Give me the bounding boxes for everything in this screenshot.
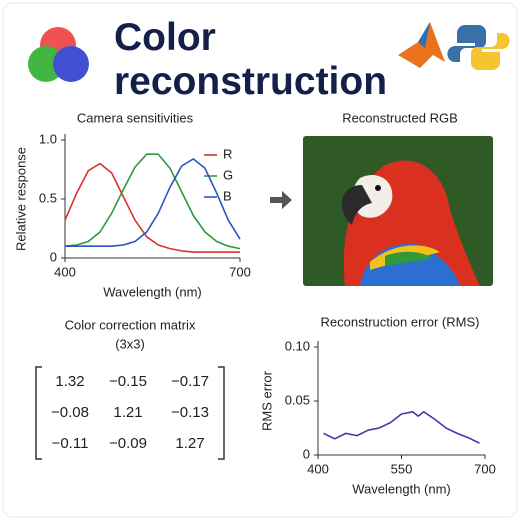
y-tick-label: 0: [50, 249, 57, 264]
x-axis-label: Wavelength (nm): [103, 284, 202, 299]
matrix-title: (3x3): [115, 336, 145, 351]
parrot-beak: [341, 185, 372, 225]
image-title: Reconstructed RGB: [342, 110, 458, 125]
python-logo: [447, 24, 510, 71]
x-axis-label: Wavelength (nm): [352, 481, 451, 496]
matrix-brackets: [35, 366, 225, 460]
y-tick-label: 0: [303, 446, 310, 461]
chart-title: Camera sensitivities: [77, 110, 194, 125]
y-tick-label: 0.05: [285, 392, 310, 407]
matrix-cell: −0.08: [51, 404, 89, 421]
y-tick-label: 0.5: [39, 190, 57, 205]
page-title: Color reconstruction: [114, 16, 388, 103]
x-tick-label: 550: [391, 461, 413, 476]
matrix-cell: −0.15: [109, 373, 147, 390]
y-axis-label: Relative response: [13, 147, 28, 251]
blue-circle: [53, 46, 89, 82]
rgb-logo: [28, 27, 89, 82]
series-line: [323, 411, 480, 444]
legend-label: R: [223, 146, 232, 161]
y-tick-label: 1.0: [39, 131, 57, 146]
chart-title: Reconstruction error (RMS): [321, 314, 480, 329]
matrix-cell: −0.13: [171, 404, 209, 421]
x-tick-label: 400: [54, 264, 76, 279]
matrix-cell: −0.11: [52, 435, 89, 452]
y-tick-label: 0.10: [285, 338, 310, 353]
green-circle: [28, 46, 64, 82]
x-tick-label: 700: [474, 461, 496, 476]
matrix-cell: −0.09: [109, 435, 147, 452]
python-blue: [447, 24, 486, 62]
legend-label: G: [223, 167, 233, 182]
x-tick-label: 700: [229, 264, 251, 279]
matrix-cell: 1.21: [113, 404, 142, 421]
matrix-cell: 1.32: [55, 373, 84, 390]
python-yellow: [471, 33, 510, 71]
parrot-image: [303, 136, 493, 286]
arrow: [270, 191, 292, 209]
matrix-cell: −0.17: [171, 373, 209, 390]
series-line: [64, 162, 240, 253]
y-axis-label: RMS error: [259, 370, 274, 431]
parrot-wing-green: [385, 251, 432, 266]
parrot-eye: [375, 185, 381, 191]
matrix-title: Color correction matrix: [65, 317, 196, 332]
matrix-cell: 1.27: [175, 435, 204, 452]
legend-label: B: [223, 188, 232, 203]
series-line: [65, 158, 241, 247]
matlab-logo-shade: [418, 22, 430, 48]
x-tick-label: 400: [307, 461, 329, 476]
series-line: [64, 153, 241, 250]
